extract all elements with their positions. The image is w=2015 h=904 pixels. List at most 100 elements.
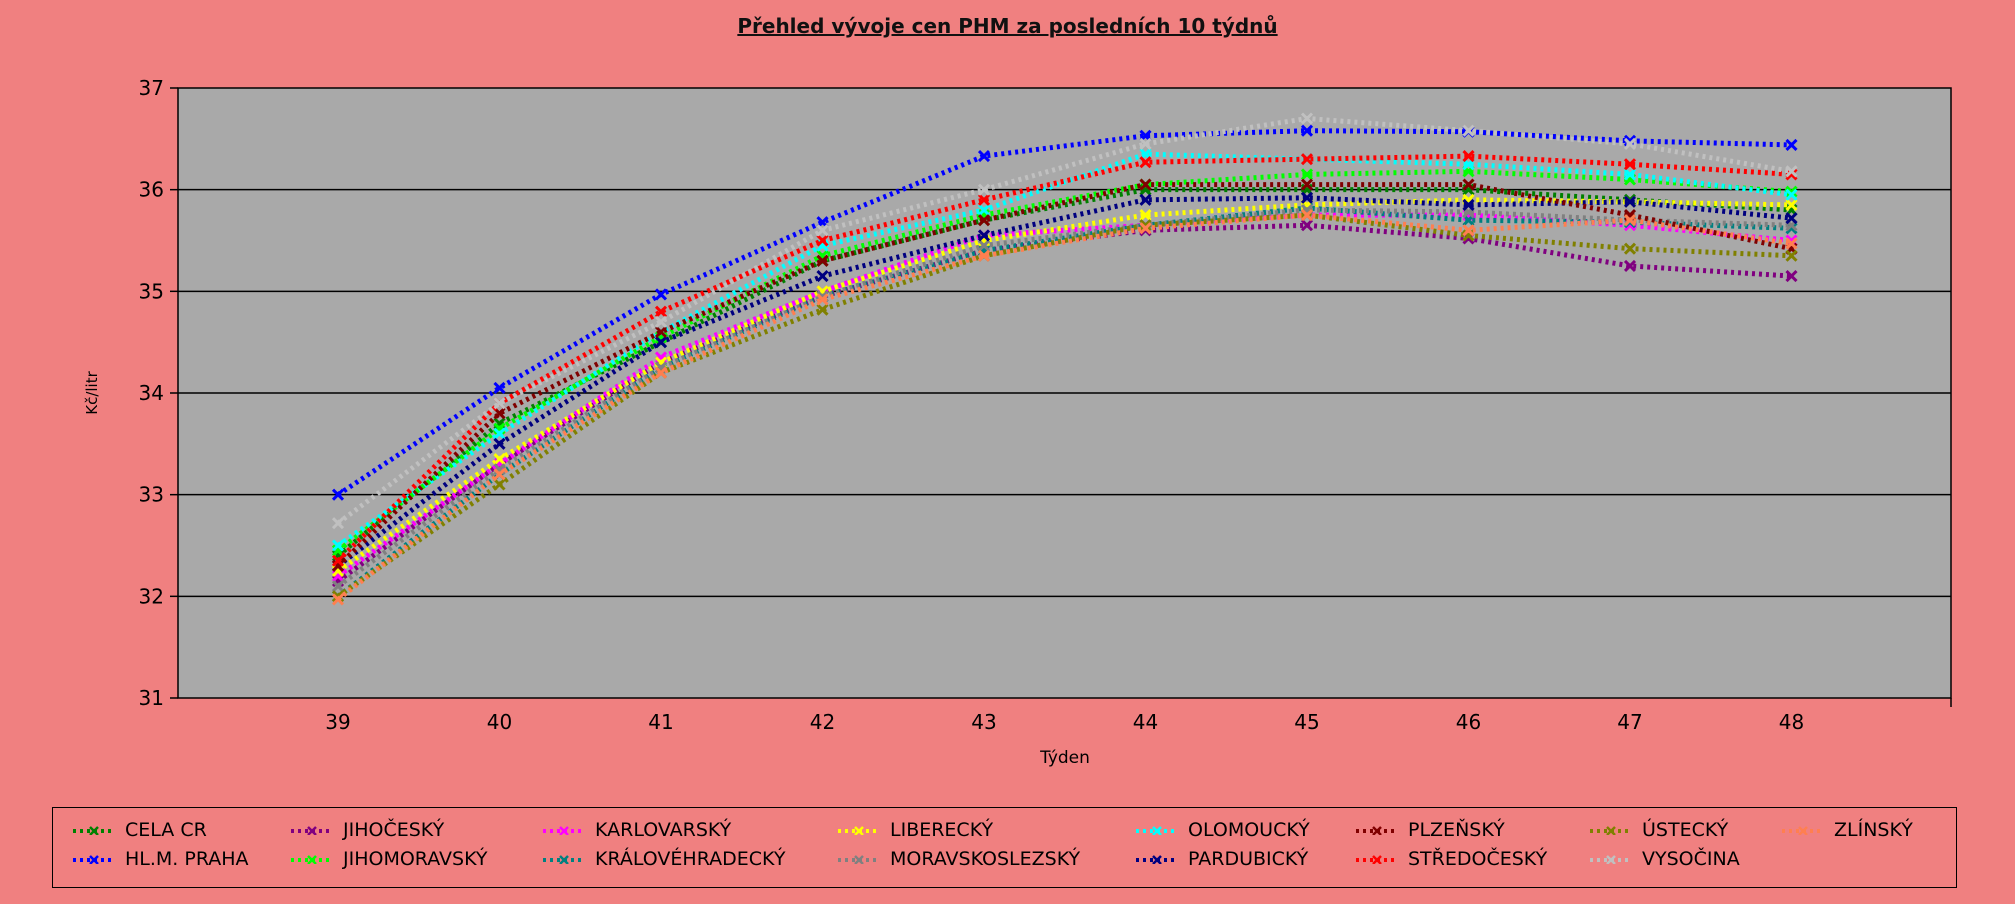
data-point bbox=[1462, 150, 1475, 163]
legend-label: KRÁLOVÉHRADECKÝ bbox=[595, 848, 786, 870]
data-point bbox=[654, 366, 668, 379]
data-point bbox=[493, 437, 506, 450]
data-point bbox=[1623, 168, 1637, 181]
x-axis-label: Týden bbox=[1039, 748, 1090, 768]
legend-item: ÚSTECKÝ bbox=[1588, 819, 1728, 841]
y-axis: 31 32 33 34 35 36 37 bbox=[139, 76, 178, 710]
data-point bbox=[977, 193, 991, 206]
data-point bbox=[816, 224, 829, 237]
series-layer bbox=[331, 112, 1798, 606]
data-point bbox=[1139, 137, 1152, 150]
data-point bbox=[493, 381, 506, 394]
legend-item: JIHOČESKÝ bbox=[289, 819, 444, 841]
series-path bbox=[336, 197, 1792, 573]
data-point bbox=[1785, 237, 1798, 250]
series-path bbox=[336, 182, 1793, 568]
legend-item: PLZEŇSKÝ bbox=[1354, 819, 1505, 841]
data-point bbox=[816, 254, 829, 267]
legend-item: HL.M. PRAHA bbox=[71, 848, 249, 870]
data-point bbox=[1462, 198, 1475, 211]
y-tick-label: 33 bbox=[139, 483, 164, 507]
legend-item: MORAVSKOSLEZSKÝ bbox=[836, 848, 1080, 870]
y-tick-label: 34 bbox=[139, 381, 164, 405]
data-point bbox=[654, 305, 668, 318]
legend-item: KARLOVARSKÝ bbox=[541, 819, 731, 841]
x-tick-label: 48 bbox=[1779, 710, 1804, 734]
data-point bbox=[1623, 158, 1637, 171]
series-path bbox=[336, 212, 1792, 599]
legend-label: ÚSTECKÝ bbox=[1642, 819, 1729, 841]
data-point bbox=[1300, 209, 1314, 222]
legend-item: PARDUBICKÝ bbox=[1134, 848, 1308, 870]
x-tick-label: 46 bbox=[1456, 710, 1481, 734]
series-line bbox=[331, 112, 1798, 530]
legend-label: KARLOVARSKÝ bbox=[595, 819, 732, 841]
data-point bbox=[1139, 219, 1152, 232]
data-point bbox=[816, 270, 829, 283]
legend: CELA CR JIHOČESKÝ KARLOVARSKÝ LIBERECKÝ OLOM… bbox=[52, 807, 1957, 888]
data-point bbox=[1462, 224, 1475, 237]
data-point bbox=[493, 478, 506, 491]
series-path bbox=[336, 207, 1792, 589]
data-point bbox=[1300, 168, 1314, 181]
legend-swatch bbox=[291, 826, 333, 835]
data-point bbox=[977, 183, 991, 196]
data-point bbox=[1785, 188, 1798, 201]
legend-swatch bbox=[838, 826, 880, 835]
data-point bbox=[1300, 178, 1314, 191]
data-point bbox=[816, 234, 829, 247]
legend-item: ZLÍNSKÝ bbox=[1780, 819, 1913, 841]
data-point bbox=[1785, 165, 1798, 178]
legend-item: JIHOMORAVSKÝ bbox=[289, 848, 487, 870]
x-tick-label: 43 bbox=[971, 710, 996, 734]
data-point bbox=[1139, 178, 1152, 191]
legend-label: CELA CR bbox=[125, 819, 207, 841]
data-point bbox=[654, 288, 668, 301]
x-tick-label: 44 bbox=[1133, 710, 1158, 734]
legend-label: PARDUBICKÝ bbox=[1188, 848, 1309, 870]
y-tick-label: 37 bbox=[139, 76, 164, 100]
legend-label: HL.M. PRAHA bbox=[125, 848, 249, 870]
legend-label: ZLÍNSKÝ bbox=[1834, 819, 1913, 841]
x-tick-label: 42 bbox=[810, 710, 835, 734]
data-point bbox=[1623, 242, 1637, 255]
data-point bbox=[493, 468, 506, 481]
legend-label: JIHOČESKÝ bbox=[343, 819, 445, 841]
data-point bbox=[1785, 198, 1798, 211]
data-point bbox=[493, 453, 506, 466]
data-point bbox=[1300, 219, 1314, 232]
data-point bbox=[1462, 124, 1475, 137]
y-tick-label: 32 bbox=[139, 584, 164, 608]
series-path bbox=[336, 168, 1792, 553]
legend-swatch bbox=[1136, 855, 1178, 864]
data-point bbox=[816, 293, 829, 306]
data-point bbox=[493, 427, 506, 440]
series-line bbox=[331, 209, 1798, 606]
legend-item: LIBERECKÝ bbox=[836, 819, 993, 841]
data-point bbox=[1785, 249, 1798, 262]
data-point bbox=[1300, 153, 1314, 166]
data-point bbox=[977, 239, 991, 252]
legend-swatch bbox=[1782, 826, 1824, 835]
data-point bbox=[977, 249, 991, 262]
data-point bbox=[1139, 209, 1152, 222]
legend-item: VYSOČINA bbox=[1588, 848, 1740, 870]
data-point bbox=[1623, 214, 1637, 227]
legend-swatch bbox=[73, 826, 115, 835]
data-point bbox=[1623, 195, 1637, 208]
series-path bbox=[336, 195, 1792, 568]
data-point bbox=[331, 517, 345, 530]
x-tick-label: 39 bbox=[325, 710, 350, 734]
legend-label: MORAVSKOSLEZSKÝ bbox=[890, 848, 1081, 870]
legend-swatch bbox=[291, 855, 333, 864]
series-path bbox=[336, 212, 1792, 602]
legend-label: VYSOČINA bbox=[1642, 848, 1740, 870]
legend-swatch bbox=[1136, 826, 1178, 835]
data-point bbox=[977, 150, 991, 163]
legend-swatch bbox=[1356, 855, 1398, 864]
series-line bbox=[331, 191, 1798, 572]
data-point bbox=[1623, 137, 1637, 150]
legend-label: JIHOMORAVSKÝ bbox=[343, 848, 488, 870]
series-path bbox=[336, 153, 1792, 563]
